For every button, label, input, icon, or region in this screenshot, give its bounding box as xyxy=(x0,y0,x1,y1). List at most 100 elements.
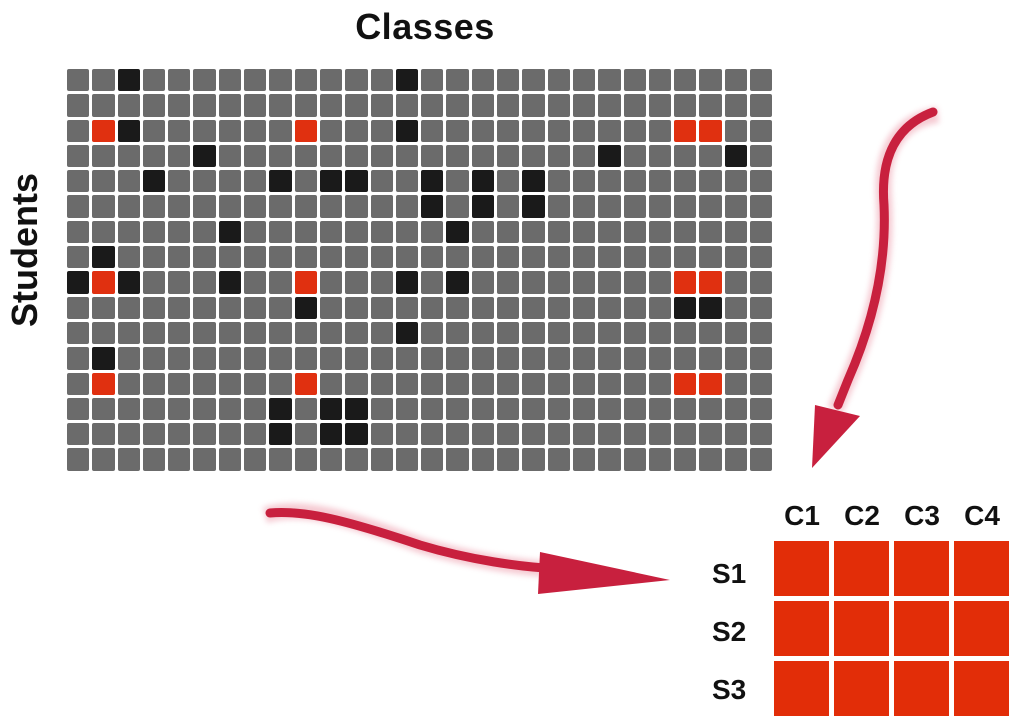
grid-cell-empty xyxy=(623,397,646,421)
grid-cell-filled xyxy=(421,170,444,193)
grid-cell-empty xyxy=(648,347,672,370)
grid-cell-empty xyxy=(345,69,368,92)
grid-cell-empty xyxy=(294,423,317,446)
grid-cell-empty xyxy=(345,94,368,117)
grid-cell-empty xyxy=(421,69,444,92)
grid-cell-empty xyxy=(218,69,242,92)
grid-cell-empty xyxy=(345,246,368,269)
grid-cell-empty xyxy=(142,321,166,345)
grid-cell-empty xyxy=(168,195,191,218)
grid-cell-filled xyxy=(269,423,292,446)
grid-cell-empty xyxy=(92,170,115,193)
grid-cell-empty xyxy=(117,347,140,370)
grid-cell-empty xyxy=(218,372,242,395)
grid-cell-empty xyxy=(218,119,242,142)
grid-cell-filled xyxy=(446,271,469,294)
column-label-c3: C3 xyxy=(904,500,940,531)
grid-cell-empty xyxy=(750,448,773,471)
grid-cell-empty xyxy=(319,321,343,345)
grid-cell-empty xyxy=(370,423,393,446)
grid-cell-empty xyxy=(294,321,317,345)
grid-cell-empty xyxy=(471,220,495,244)
grid-cell-empty xyxy=(497,271,520,294)
grid-cell-empty xyxy=(294,448,317,471)
grid-cell-empty xyxy=(750,321,773,345)
arrow-right-down-icon xyxy=(812,107,940,468)
grid-cell-empty xyxy=(699,423,722,446)
grid-cell-empty xyxy=(370,296,393,319)
grid-cell-empty xyxy=(345,271,368,294)
grid-cell-empty xyxy=(193,246,216,269)
grid-cell-empty xyxy=(168,347,191,370)
grid-cell-empty xyxy=(345,321,368,345)
grid-cell-empty xyxy=(674,195,697,218)
grid-cell-empty xyxy=(370,144,393,168)
grid-cell-empty xyxy=(446,119,469,142)
grid-cell-empty xyxy=(750,296,773,319)
grid-cell-empty xyxy=(67,423,90,446)
grid-cell-empty xyxy=(142,397,166,421)
grid-cell-empty xyxy=(117,144,140,168)
grid-cell-empty xyxy=(421,246,444,269)
grid-cell-empty xyxy=(244,195,267,218)
grid-cell-empty xyxy=(421,94,444,117)
grid-cell-empty xyxy=(168,119,191,142)
grid-cell-empty xyxy=(572,372,596,395)
matrix-cell xyxy=(774,661,829,716)
grid-cell-empty xyxy=(724,448,748,471)
grid-cell-empty xyxy=(370,246,393,269)
grid-cell-empty xyxy=(294,347,317,370)
grid-cell-empty xyxy=(598,347,621,370)
grid-cell-empty xyxy=(395,347,419,370)
grid-cell-highlight xyxy=(294,271,317,294)
grid-cell-empty xyxy=(193,94,216,117)
grid-cell-empty xyxy=(269,119,292,142)
grid-cell-empty xyxy=(218,170,242,193)
grid-cell-empty xyxy=(522,69,545,92)
grid-cell-empty xyxy=(395,448,419,471)
grid-cell-empty xyxy=(319,119,343,142)
grid-cell-empty xyxy=(648,397,672,421)
column-label-c4: C4 xyxy=(964,500,1000,531)
grid-cell-empty xyxy=(446,448,469,471)
grid-cell-empty xyxy=(750,372,773,395)
grid-cell-empty xyxy=(724,397,748,421)
grid-cell-empty xyxy=(750,119,773,142)
grid-cell-empty xyxy=(724,246,748,269)
grid-cell-empty xyxy=(598,170,621,193)
grid-cell-empty xyxy=(471,144,495,168)
grid-cell-empty xyxy=(522,423,545,446)
grid-cell-empty xyxy=(699,448,722,471)
diagram-title: Classes xyxy=(355,6,495,47)
grid-cell-empty xyxy=(395,195,419,218)
grid-cell-empty xyxy=(244,94,267,117)
grid-cell-empty xyxy=(674,220,697,244)
grid-cell-empty xyxy=(648,246,672,269)
grid-cell-empty xyxy=(522,372,545,395)
grid-cell-empty xyxy=(345,195,368,218)
grid-cell-highlight xyxy=(699,372,722,395)
grid-cell-empty xyxy=(547,372,570,395)
matrix-cell xyxy=(894,661,949,716)
grid-cell-filled xyxy=(345,170,368,193)
grid-cell-empty xyxy=(67,94,90,117)
grid-cell-empty xyxy=(294,94,317,117)
grid-cell-empty xyxy=(319,69,343,92)
grid-cell-empty xyxy=(674,144,697,168)
grid-cell-empty xyxy=(67,347,90,370)
grid-cell-empty xyxy=(572,296,596,319)
grid-cell-empty xyxy=(699,397,722,421)
grid-cell-empty xyxy=(724,170,748,193)
grid-cell-empty xyxy=(497,144,520,168)
grid-cell-empty xyxy=(750,94,773,117)
grid-cell-empty xyxy=(244,119,267,142)
grid-cell-empty xyxy=(294,195,317,218)
grid-cell-empty xyxy=(193,321,216,345)
grid-cell-empty xyxy=(522,347,545,370)
grid-cell-empty xyxy=(750,347,773,370)
matrix-cell xyxy=(954,601,1009,656)
grid-cell-empty xyxy=(421,119,444,142)
grid-cell-empty xyxy=(750,144,773,168)
grid-cell-empty xyxy=(218,448,242,471)
grid-cell-empty xyxy=(648,195,672,218)
